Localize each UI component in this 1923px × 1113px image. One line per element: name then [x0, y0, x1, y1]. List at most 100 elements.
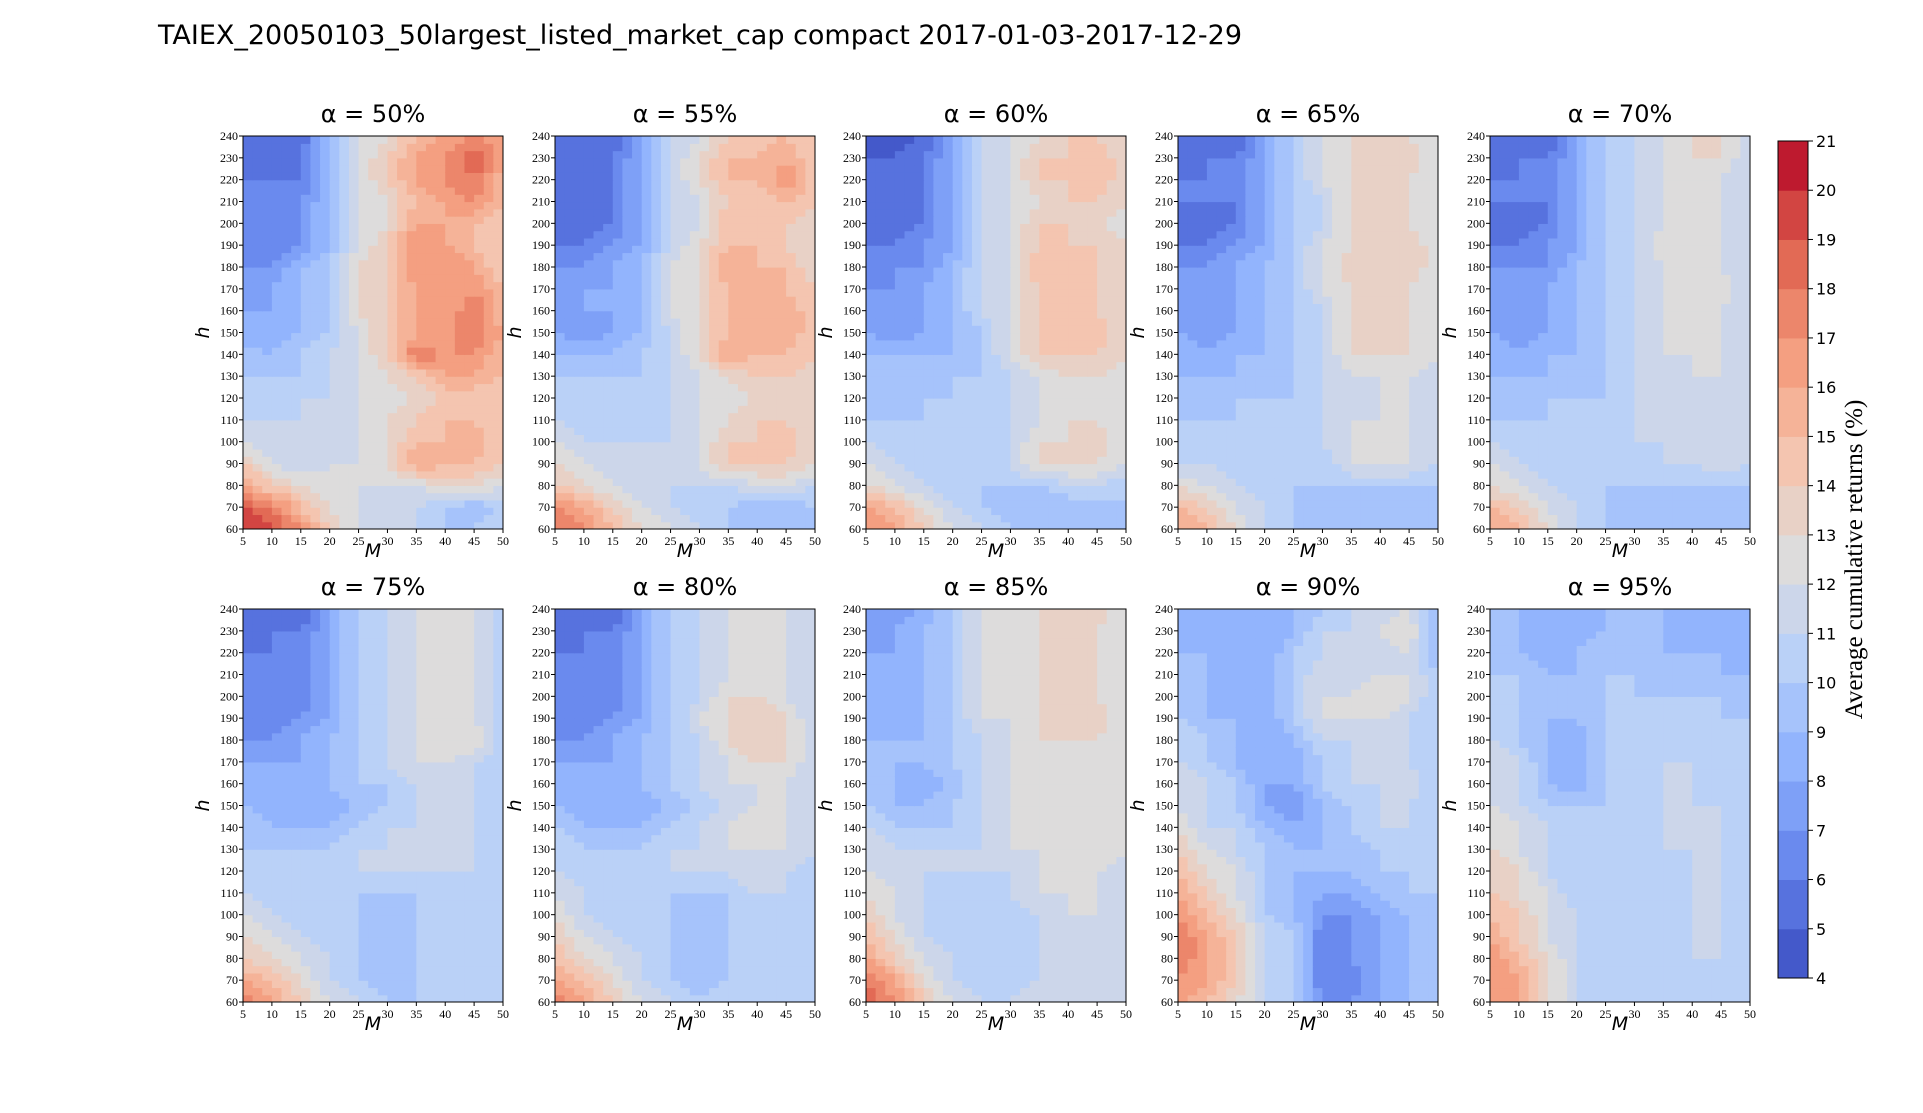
heatmap-cell [1312, 470, 1324, 479]
heatmap-cell [981, 390, 992, 399]
heatmap-cell [593, 470, 604, 479]
heatmap-cell [728, 216, 739, 224]
heatmap-cell [483, 398, 494, 406]
heatmap-cell [904, 441, 915, 450]
heatmap-cell [1106, 136, 1117, 144]
heatmap-cell [416, 499, 427, 508]
heatmap-cell [923, 208, 935, 217]
heatmap-cell [574, 492, 585, 501]
heatmap-cell [300, 332, 312, 341]
heatmap-cell [1010, 332, 1021, 341]
heatmap-cell [1399, 499, 1410, 508]
heatmap-cell [593, 427, 604, 435]
heatmap-cell [728, 448, 739, 457]
heatmap-cell [786, 201, 797, 210]
heatmap-cell [709, 354, 720, 363]
heatmap-cell [435, 237, 446, 246]
heatmap-cell [348, 245, 360, 254]
heatmap-cell [583, 274, 595, 283]
heatmap-cell [991, 383, 1002, 392]
heatmap-cell [425, 412, 437, 421]
heatmap-cell [262, 499, 273, 508]
heatmap-cell [377, 216, 389, 224]
heatmap-cell [1010, 259, 1021, 268]
heatmap-cell [291, 259, 302, 268]
heatmap-cell [1077, 223, 1089, 232]
heatmap-cell [904, 296, 915, 304]
heatmap-cell [680, 499, 691, 508]
heatmap-cell [1077, 463, 1089, 472]
heatmap-cell [387, 296, 398, 304]
heatmap-cell [262, 514, 273, 523]
heatmap-cell [689, 143, 701, 152]
heatmap-cell [680, 332, 691, 341]
heatmap-cell [962, 332, 973, 341]
heatmap-cell [894, 288, 906, 297]
heatmap-cell [574, 165, 585, 173]
heatmap-cell [310, 274, 321, 283]
heatmap-cell [348, 179, 360, 188]
heatmap-cell [943, 441, 954, 450]
heatmap-cell [1255, 398, 1266, 406]
heatmap-cell [1235, 448, 1247, 457]
heatmap-cell [339, 398, 350, 406]
heatmap-cell [1039, 136, 1050, 144]
heatmap-cell [933, 245, 944, 254]
heatmap-cell [416, 281, 427, 290]
heatmap-cell [1264, 478, 1275, 486]
heatmap-cell [1187, 398, 1198, 406]
heatmap-cell [1077, 332, 1089, 341]
heatmap-cell [454, 441, 466, 450]
heatmap-cell [271, 186, 283, 195]
heatmap-cell [1087, 507, 1098, 516]
heatmap-cell [483, 157, 494, 166]
heatmap-cell [603, 172, 614, 181]
heatmap-cell [435, 194, 446, 203]
heatmap-cell [641, 463, 652, 472]
heatmap-cell [1106, 223, 1117, 232]
heatmap-cell [564, 259, 575, 268]
heatmap-cell [1068, 179, 1079, 188]
heatmap-cell [718, 179, 729, 188]
heatmap-cell [875, 448, 886, 457]
y-tick-label: 100 [843, 435, 861, 449]
heatmap-cell [1106, 419, 1117, 428]
heatmap-cell [943, 303, 954, 312]
heatmap-cell [776, 143, 787, 152]
heatmap-cell [914, 427, 925, 435]
heatmap-cell [670, 368, 681, 377]
heatmap-cell [593, 179, 604, 188]
heatmap-cell [805, 332, 815, 341]
heatmap-cell [1058, 368, 1069, 377]
heatmap-cell [632, 281, 643, 290]
heatmap-cell [368, 179, 379, 188]
heatmap-cell [737, 259, 749, 268]
heatmap-cell [1020, 216, 1031, 224]
heatmap-cell [1341, 485, 1352, 494]
heatmap-cell [555, 157, 566, 166]
heatmap-cell [1010, 463, 1021, 472]
heatmap-cell [1087, 303, 1098, 312]
heatmap-cell [1058, 412, 1069, 421]
heatmap-cell [339, 230, 350, 239]
heatmap-cell [641, 361, 652, 370]
heatmap-cell [1322, 485, 1333, 494]
heatmap-cell [1332, 463, 1343, 472]
heatmap-cell [904, 223, 915, 232]
heatmap-cell [805, 303, 815, 312]
heatmap-cell [1351, 427, 1362, 435]
heatmap-cell [757, 470, 768, 479]
heatmap-cell [660, 274, 672, 283]
heatmap-cell [416, 230, 427, 239]
heatmap-cell [660, 492, 672, 501]
heatmap-cell [483, 252, 494, 261]
heatmap-cell [320, 368, 331, 377]
heatmap-cell [680, 281, 691, 290]
heatmap-cell [406, 492, 417, 501]
heatmap-cell [622, 172, 633, 181]
heatmap-cell [612, 485, 624, 494]
heatmap-cell [1048, 463, 1060, 472]
heatmap-cell [786, 267, 797, 275]
heatmap-cell [425, 237, 437, 246]
heatmap-cell [875, 405, 886, 414]
